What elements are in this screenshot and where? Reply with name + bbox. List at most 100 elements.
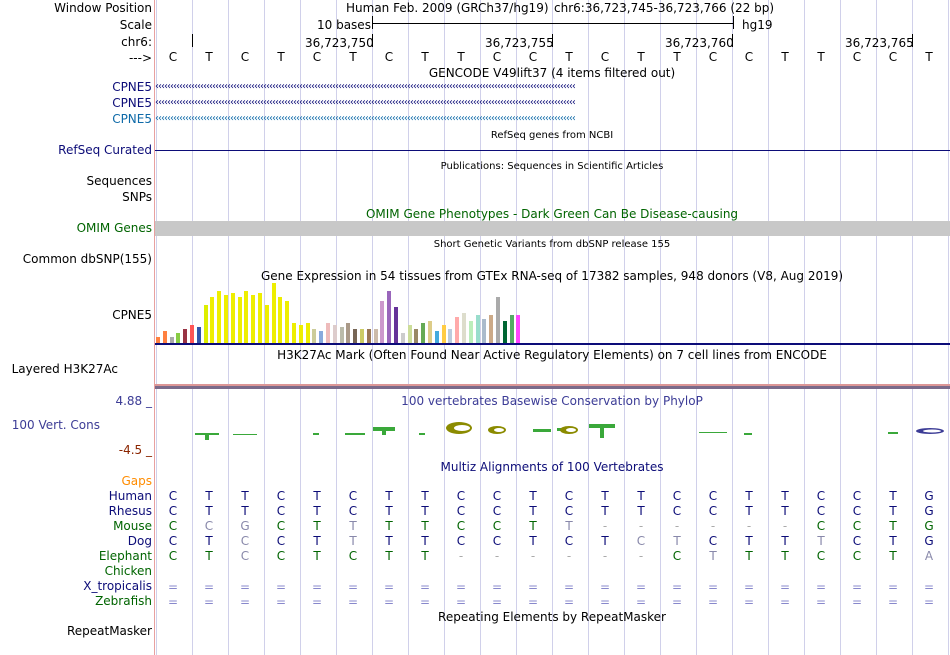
alignment-base-dog: C xyxy=(492,534,502,548)
gtex-tissue-bar[interactable] xyxy=(366,329,371,343)
gtex-tissue-bar[interactable] xyxy=(244,291,249,343)
gridline xyxy=(372,0,373,655)
omim-gene-bar[interactable] xyxy=(155,221,950,236)
gtex-tissue-bar[interactable] xyxy=(434,331,439,343)
alignment-base-human: T xyxy=(421,489,429,503)
alignment-base-elephant: - xyxy=(458,549,464,563)
phylop-conservation-logo[interactable] xyxy=(155,410,950,450)
gtex-tissue-bar[interactable] xyxy=(346,323,351,343)
alignment-base-dog: T xyxy=(313,534,321,548)
gtex-tissue-bar[interactable] xyxy=(251,295,256,343)
gene-label-cpne5-2[interactable]: CPNE5 xyxy=(112,96,152,110)
gtex-tissue-bar[interactable] xyxy=(264,305,269,343)
gtex-tissue-bar[interactable] xyxy=(224,295,228,343)
gtex-tissue-bar[interactable] xyxy=(428,321,432,343)
gtex-tissue-bar[interactable] xyxy=(516,315,521,343)
gtex-tissue-bar[interactable] xyxy=(196,327,201,343)
snps-label[interactable]: SNPs xyxy=(122,190,152,204)
alignment-base-zebrafish: = xyxy=(491,595,503,609)
gtex-tissue-bar[interactable] xyxy=(169,337,174,343)
alignment-base-elephant: - xyxy=(494,549,500,563)
alignment-base-zebrafish: = xyxy=(635,595,647,609)
gtex-tissue-bar[interactable] xyxy=(292,323,296,343)
gtex-tissue-bar[interactable] xyxy=(237,297,242,343)
alignment-base-dog: T xyxy=(889,534,897,548)
gtex-tissue-bar[interactable] xyxy=(217,291,222,343)
gtex-tissue-bar[interactable] xyxy=(496,297,500,343)
gtex-tissue-bar[interactable] xyxy=(210,297,215,343)
species-mouse-label: Mouse xyxy=(113,519,152,533)
gtex-tissue-bar[interactable] xyxy=(475,315,480,343)
gtex-tissue-bar[interactable] xyxy=(162,331,167,343)
gtex-tissue-bar[interactable] xyxy=(298,325,303,343)
alignment-base-xtrop: = xyxy=(455,580,467,594)
gtex-tissue-bar[interactable] xyxy=(441,325,446,343)
gtex-tissue-bar[interactable] xyxy=(394,307,398,343)
gene-label-cpne5-3[interactable]: CPNE5 xyxy=(112,112,152,126)
gtex-tissue-bar[interactable] xyxy=(230,293,235,343)
multiz-track-title: Multiz Alignments of 100 Vertebrates xyxy=(440,460,664,474)
gtex-tissue-bar[interactable] xyxy=(387,291,392,343)
gtex-tissue-bar[interactable] xyxy=(285,301,290,343)
common-dbsnp-label[interactable]: Common dbSNP(155) xyxy=(22,252,152,266)
gtex-tissue-bar[interactable] xyxy=(319,331,324,343)
gtex-tissue-bar[interactable] xyxy=(448,329,453,343)
refseq-gene-line[interactable] xyxy=(155,150,950,151)
repeatmasker-label[interactable]: RepeatMasker xyxy=(66,624,152,638)
gtex-tissue-bar[interactable] xyxy=(190,325,194,343)
gtex-tissue-bar[interactable] xyxy=(278,297,283,343)
omim-genes-label[interactable]: OMIM Genes xyxy=(76,221,152,235)
gtex-tissue-bar[interactable] xyxy=(258,293,262,343)
alignment-base-dog: C xyxy=(240,534,250,548)
gtex-tissue-bar[interactable] xyxy=(156,337,160,343)
gene-strand-cpne5-1[interactable]: ‹‹‹‹‹‹‹‹‹‹‹‹‹‹‹‹‹‹‹‹‹‹‹‹‹‹‹‹‹‹‹‹‹‹‹‹‹‹‹‹… xyxy=(155,81,576,92)
gtex-tissue-bar[interactable] xyxy=(339,327,344,343)
gtex-tissue-bar[interactable] xyxy=(509,315,514,343)
gtex-tissue-bar[interactable] xyxy=(332,325,337,343)
gtex-tissue-bar[interactable] xyxy=(400,333,405,343)
refseq-curated-label[interactable]: RefSeq Curated xyxy=(58,143,152,157)
gtex-bar-chart[interactable] xyxy=(155,280,555,343)
gtex-tissue-bar[interactable] xyxy=(407,325,412,343)
h3k27ac-signal[interactable] xyxy=(155,384,950,386)
gtex-baseline xyxy=(155,343,950,345)
track-display-panel[interactable]: Human Feb. 2009 (GRCh37/hg19) chr6:36,72… xyxy=(155,0,950,655)
gene-strand-cpne5-2[interactable]: ‹‹‹‹‹‹‹‹‹‹‹‹‹‹‹‹‹‹‹‹‹‹‹‹‹‹‹‹‹‹‹‹‹‹‹‹‹‹‹‹… xyxy=(155,97,576,108)
vert-cons-label[interactable]: 100 Vert. Cons xyxy=(11,418,100,432)
alignment-base-rhesus: T xyxy=(529,504,537,518)
gtex-tissue-bar[interactable] xyxy=(312,329,317,343)
gtex-tissue-bar[interactable] xyxy=(482,319,487,343)
gtex-tissue-bar[interactable] xyxy=(183,329,188,343)
gtex-tissue-bar[interactable] xyxy=(380,301,385,343)
gridline xyxy=(588,0,589,655)
gtex-tissue-bar[interactable] xyxy=(421,323,426,343)
gtex-tissue-bar[interactable] xyxy=(360,329,364,343)
gtex-tissue-bar[interactable] xyxy=(468,321,473,343)
gtex-tissue-bar[interactable] xyxy=(455,317,460,343)
panel-divider[interactable] xyxy=(154,0,155,655)
h3k27ac-signal-dark[interactable] xyxy=(155,386,950,389)
alignment-base-dog: T xyxy=(817,534,825,548)
gtex-gene-label[interactable]: CPNE5 xyxy=(112,308,152,322)
gene-label-cpne5-1[interactable]: CPNE5 xyxy=(112,80,152,94)
alignment-base-rhesus: C xyxy=(456,504,466,518)
gene-strand-cpne5-3[interactable]: ‹‹‹‹‹‹‹‹‹‹‹‹‹‹‹‹‹‹‹‹‹‹‹‹‹‹‹‹‹‹‹‹‹‹‹‹‹‹‹‹… xyxy=(155,113,576,124)
gtex-tissue-bar[interactable] xyxy=(489,315,494,343)
gtex-tissue-bar[interactable] xyxy=(326,323,330,343)
alignment-base-zebrafish: = xyxy=(707,595,719,609)
gtex-tissue-bar[interactable] xyxy=(373,329,378,343)
alignment-base-human: C xyxy=(816,489,826,503)
layered-h3k27ac-label[interactable]: Layered H3K27Ac xyxy=(11,362,118,376)
gtex-tissue-bar[interactable] xyxy=(353,329,358,343)
gtex-tissue-bar[interactable] xyxy=(203,305,208,343)
gtex-tissue-bar[interactable] xyxy=(271,283,276,343)
sequences-label[interactable]: Sequences xyxy=(86,174,152,188)
alignment-base-rhesus: C xyxy=(348,504,358,518)
gridline xyxy=(624,0,625,655)
alignment-base-zebrafish: = xyxy=(743,595,755,609)
gtex-tissue-bar[interactable] xyxy=(305,323,310,343)
gtex-tissue-bar[interactable] xyxy=(462,313,466,343)
gtex-tissue-bar[interactable] xyxy=(502,321,507,343)
gtex-tissue-bar[interactable] xyxy=(176,333,181,343)
gtex-tissue-bar[interactable] xyxy=(414,329,419,343)
